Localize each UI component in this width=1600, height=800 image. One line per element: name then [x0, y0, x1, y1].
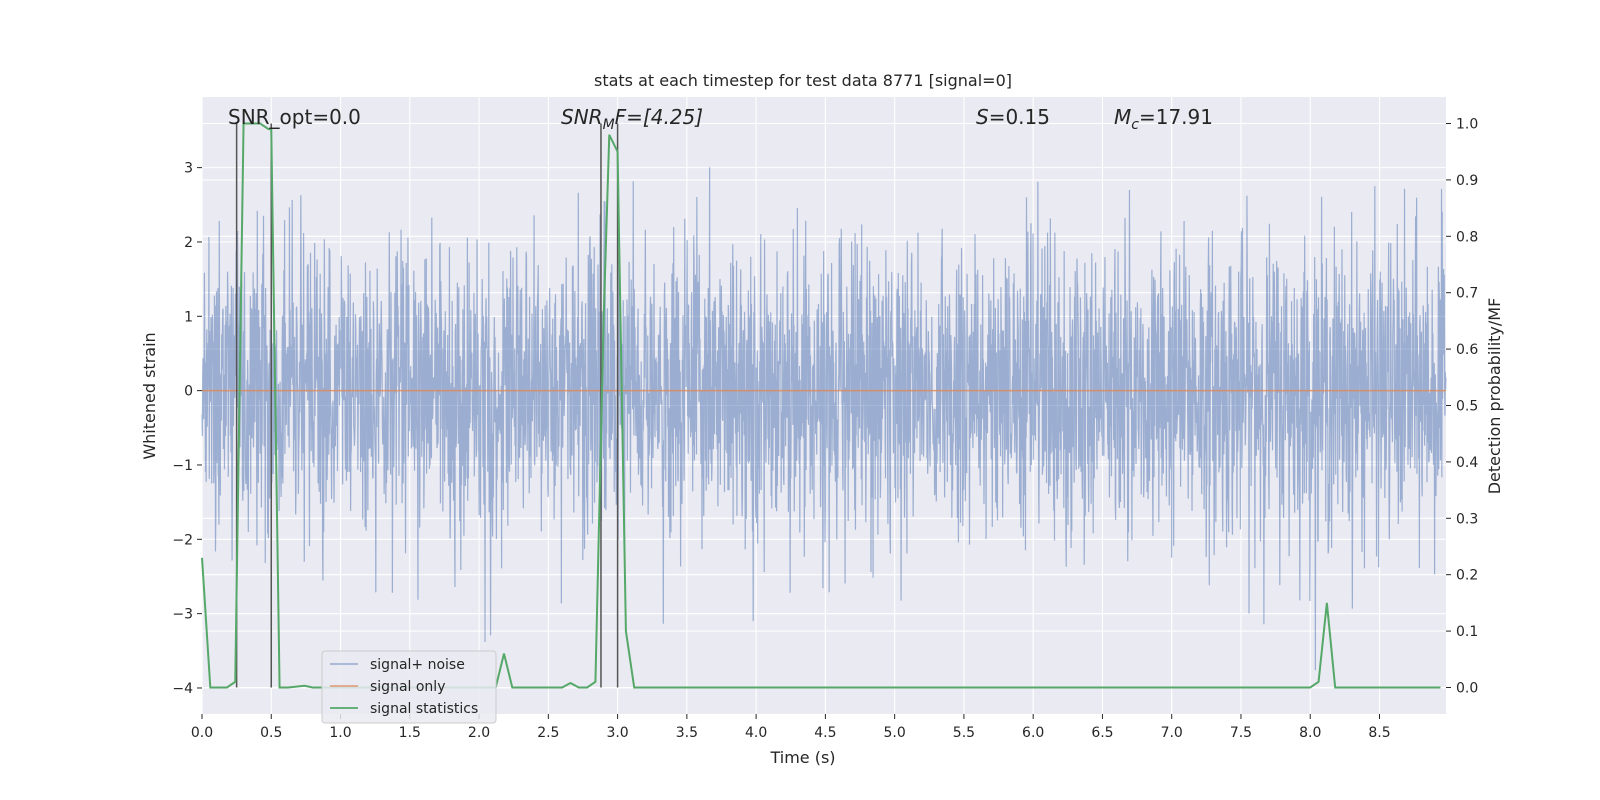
y-tick-label-left: −4	[172, 681, 193, 697]
x-tick-label: 2.5	[537, 725, 559, 741]
y-tick-label-right: 0.0	[1456, 680, 1478, 696]
y-tick-label-right: 1.0	[1456, 117, 1478, 133]
legend-label-stats: signal statistics	[370, 701, 478, 717]
y-tick-label-left: 1	[184, 309, 193, 325]
y-axis-label-left: Whitened strain	[140, 332, 159, 459]
x-tick-label: 6.5	[1091, 725, 1113, 741]
y-tick-label-left: −1	[172, 458, 193, 474]
legend-label-signal: signal only	[370, 679, 445, 695]
series-signal-noise	[201, 167, 1447, 671]
annotation-mc-value: =17.91	[1139, 105, 1213, 129]
y-tick-label-right: 0.8	[1456, 229, 1478, 245]
y-tick-label-right: 0.6	[1456, 342, 1478, 358]
y-tick-label-right: 0.9	[1456, 173, 1478, 189]
y-axis-label-right: Detection probability/MF	[1485, 298, 1504, 495]
x-tick-label: 8.5	[1368, 725, 1390, 741]
annotation-snr-opt: SNR_opt=0.0	[228, 105, 361, 129]
y-tick-label-left: 2	[184, 235, 193, 251]
annotation-mc: Mc=17.91	[1114, 105, 1213, 133]
x-tick-label: 4.5	[814, 725, 836, 741]
annotation-snr-mf-sub: M	[603, 117, 615, 133]
x-tick-label: 8.0	[1299, 725, 1321, 741]
annotation-mc-prefix: M	[1114, 105, 1131, 129]
y-tick-label-left: 3	[184, 161, 193, 177]
annotation-s-value: =0.15	[989, 105, 1050, 129]
x-tick-label: 5.5	[953, 725, 975, 741]
y-tick-label-right: 0.7	[1456, 286, 1478, 302]
x-tick-label: 4.0	[745, 725, 767, 741]
legend-label-noise: signal+ noise	[370, 657, 465, 673]
y-tick-label-left: −2	[172, 532, 193, 548]
annotation-snr-mf-prefix: SNR	[561, 105, 603, 129]
x-tick-label: 3.5	[676, 725, 698, 741]
y-tick-label-right: 0.1	[1456, 624, 1478, 640]
x-tick-label: 1.5	[399, 725, 421, 741]
annotation-s: S=0.15	[976, 105, 1050, 129]
y-tick-label-right: 0.3	[1456, 511, 1478, 527]
annotation-snr-mf: SNRMF=[4.25]	[561, 105, 703, 133]
x-tick-label: 1.0	[329, 725, 351, 741]
y-tick-label-left: −3	[172, 607, 193, 623]
x-tick-label: 6.0	[1022, 725, 1044, 741]
annotation-snr-mf-rest: F=[4.25]	[615, 105, 703, 129]
chart-title: stats at each timestep for test data 877…	[594, 71, 1012, 90]
y-tick-label-left: 0	[184, 384, 193, 400]
y-tick-label-right: 0.4	[1456, 455, 1478, 471]
annotation-mc-sub: c	[1131, 117, 1139, 133]
x-tick-label: 0.5	[260, 725, 282, 741]
x-tick-label: 2.0	[468, 725, 490, 741]
x-tick-label: 3.0	[606, 725, 628, 741]
x-tick-label: 5.0	[884, 725, 906, 741]
y-tick-label-right: 0.5	[1456, 399, 1478, 415]
x-tick-label: 7.0	[1161, 725, 1183, 741]
y-tick-label-right: 0.2	[1456, 568, 1478, 584]
x-axis-label: Time (s)	[769, 748, 835, 767]
series-signal-statistics	[201, 122, 1441, 689]
legend-box	[321, 650, 497, 724]
annotation-s-prefix: S	[976, 105, 989, 129]
x-tick-label: 0.0	[191, 725, 213, 741]
legend: signal+ noise signal only signal statist…	[321, 650, 497, 724]
x-tick-label: 7.5	[1230, 725, 1252, 741]
